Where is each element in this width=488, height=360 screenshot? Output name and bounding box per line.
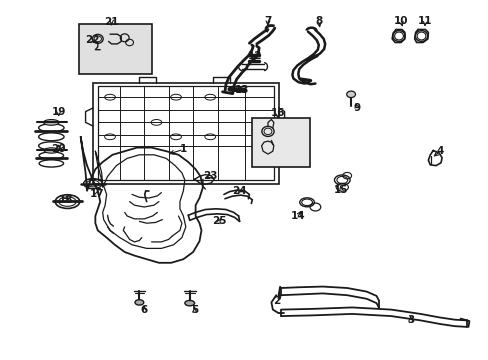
- Text: 15: 15: [333, 185, 348, 195]
- Text: 20: 20: [51, 144, 66, 154]
- Text: 18: 18: [59, 195, 73, 205]
- Text: 7: 7: [264, 16, 271, 26]
- Text: 22: 22: [84, 35, 99, 45]
- Text: 2: 2: [272, 296, 279, 306]
- Text: 23: 23: [203, 171, 217, 181]
- Text: 1: 1: [180, 144, 186, 154]
- Bar: [93, 83, 278, 184]
- Text: 19: 19: [51, 107, 66, 117]
- Text: 16: 16: [270, 108, 285, 118]
- Text: 21: 21: [104, 17, 119, 27]
- Text: 9: 9: [353, 103, 360, 113]
- Text: 4: 4: [435, 146, 443, 156]
- Text: 3: 3: [407, 315, 413, 325]
- Text: 10: 10: [393, 16, 407, 26]
- Bar: [79, 24, 151, 74]
- Text: 6: 6: [141, 305, 147, 315]
- Text: 5: 5: [191, 305, 198, 315]
- Ellipse shape: [346, 91, 355, 98]
- Text: 8: 8: [315, 16, 322, 26]
- Text: 25: 25: [211, 216, 226, 226]
- Text: 14: 14: [290, 211, 305, 221]
- Text: 12: 12: [247, 51, 262, 61]
- Text: 24: 24: [232, 186, 246, 196]
- Ellipse shape: [135, 300, 143, 305]
- Bar: [251, 118, 309, 167]
- Text: 13: 13: [235, 85, 249, 95]
- Ellipse shape: [184, 300, 194, 306]
- Text: 17: 17: [89, 189, 104, 199]
- Bar: [98, 86, 273, 180]
- Ellipse shape: [44, 148, 59, 153]
- Ellipse shape: [43, 120, 59, 125]
- Text: 11: 11: [417, 16, 432, 26]
